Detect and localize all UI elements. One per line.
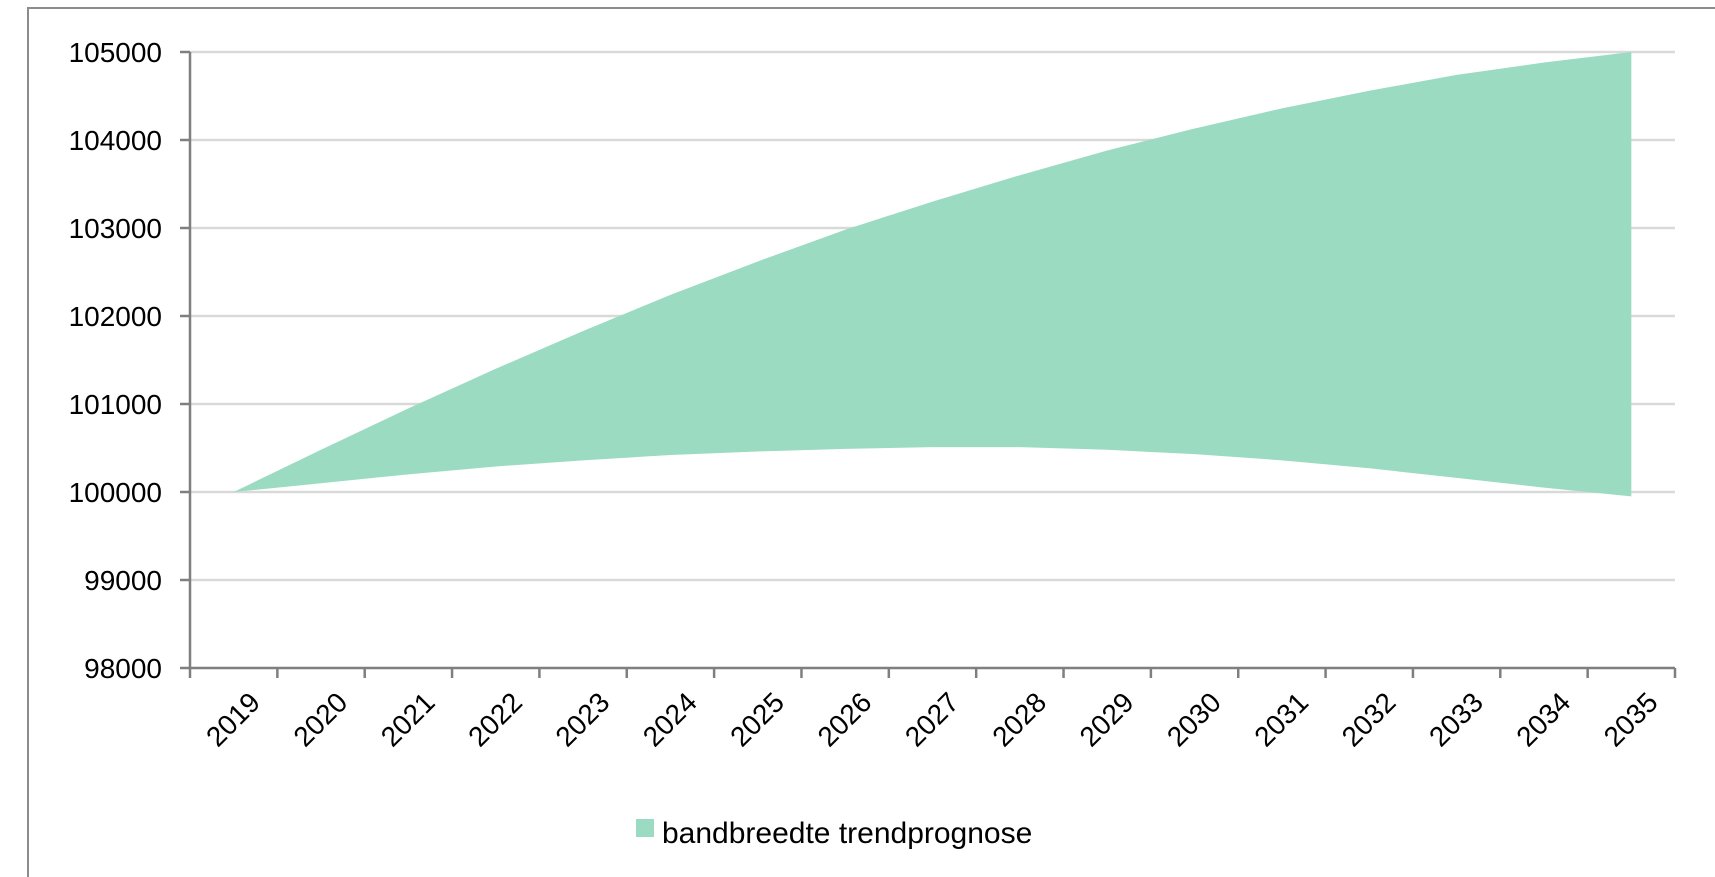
legend-swatch	[636, 819, 654, 837]
x-tick-label-2031: 2031	[1248, 686, 1314, 752]
band-area	[233, 52, 1632, 497]
x-tick-label-2020: 2020	[287, 686, 353, 752]
x-tick-label-2027: 2027	[899, 686, 965, 752]
y-tick-labels: 98000 99000 100000 101000 102000 103000 104000…	[69, 37, 162, 684]
y-tick-label-99000: 99000	[84, 565, 162, 596]
axes	[180, 50, 1677, 678]
chart-frame	[27, 7, 1715, 877]
y-tick-label-98000: 98000	[84, 653, 162, 684]
x-tick-label-2035: 2035	[1598, 686, 1664, 752]
x-tick-label-2034: 2034	[1510, 686, 1576, 752]
x-tick-label-2033: 2033	[1423, 686, 1489, 752]
y-tick-label-104000: 104000	[69, 125, 162, 156]
area-series	[233, 52, 1632, 497]
x-tick-label-2030: 2030	[1161, 686, 1227, 752]
x-tick-label-2028: 2028	[986, 686, 1052, 752]
x-tick-label-2032: 2032	[1336, 686, 1402, 752]
x-tick-label-2026: 2026	[812, 686, 878, 752]
y-tick-label-105000: 105000	[69, 37, 162, 68]
x-tick-label-2025: 2025	[724, 686, 790, 752]
y-tick-label-101000: 101000	[69, 389, 162, 420]
x-tick-label-2023: 2023	[550, 686, 616, 752]
x-tick-label-2019: 2019	[200, 686, 266, 752]
y-tick-label-103000: 103000	[69, 213, 162, 244]
legend: bandbreedte trendprognose	[636, 817, 1032, 850]
x-tick-label-2022: 2022	[462, 686, 528, 752]
x-tick-label-2021: 2021	[375, 686, 441, 752]
x-tick-label-2029: 2029	[1074, 686, 1140, 752]
legend-label: bandbreedte trendprognose	[662, 817, 1032, 850]
x-tick-label-2024: 2024	[637, 686, 703, 752]
y-tick-label-100000: 100000	[69, 477, 162, 508]
y-tick-label-102000: 102000	[69, 301, 162, 332]
x-tick-labels: 2019 2020 2021 2022 2023 2024 2025 2026 2027 2028…	[200, 686, 1664, 752]
